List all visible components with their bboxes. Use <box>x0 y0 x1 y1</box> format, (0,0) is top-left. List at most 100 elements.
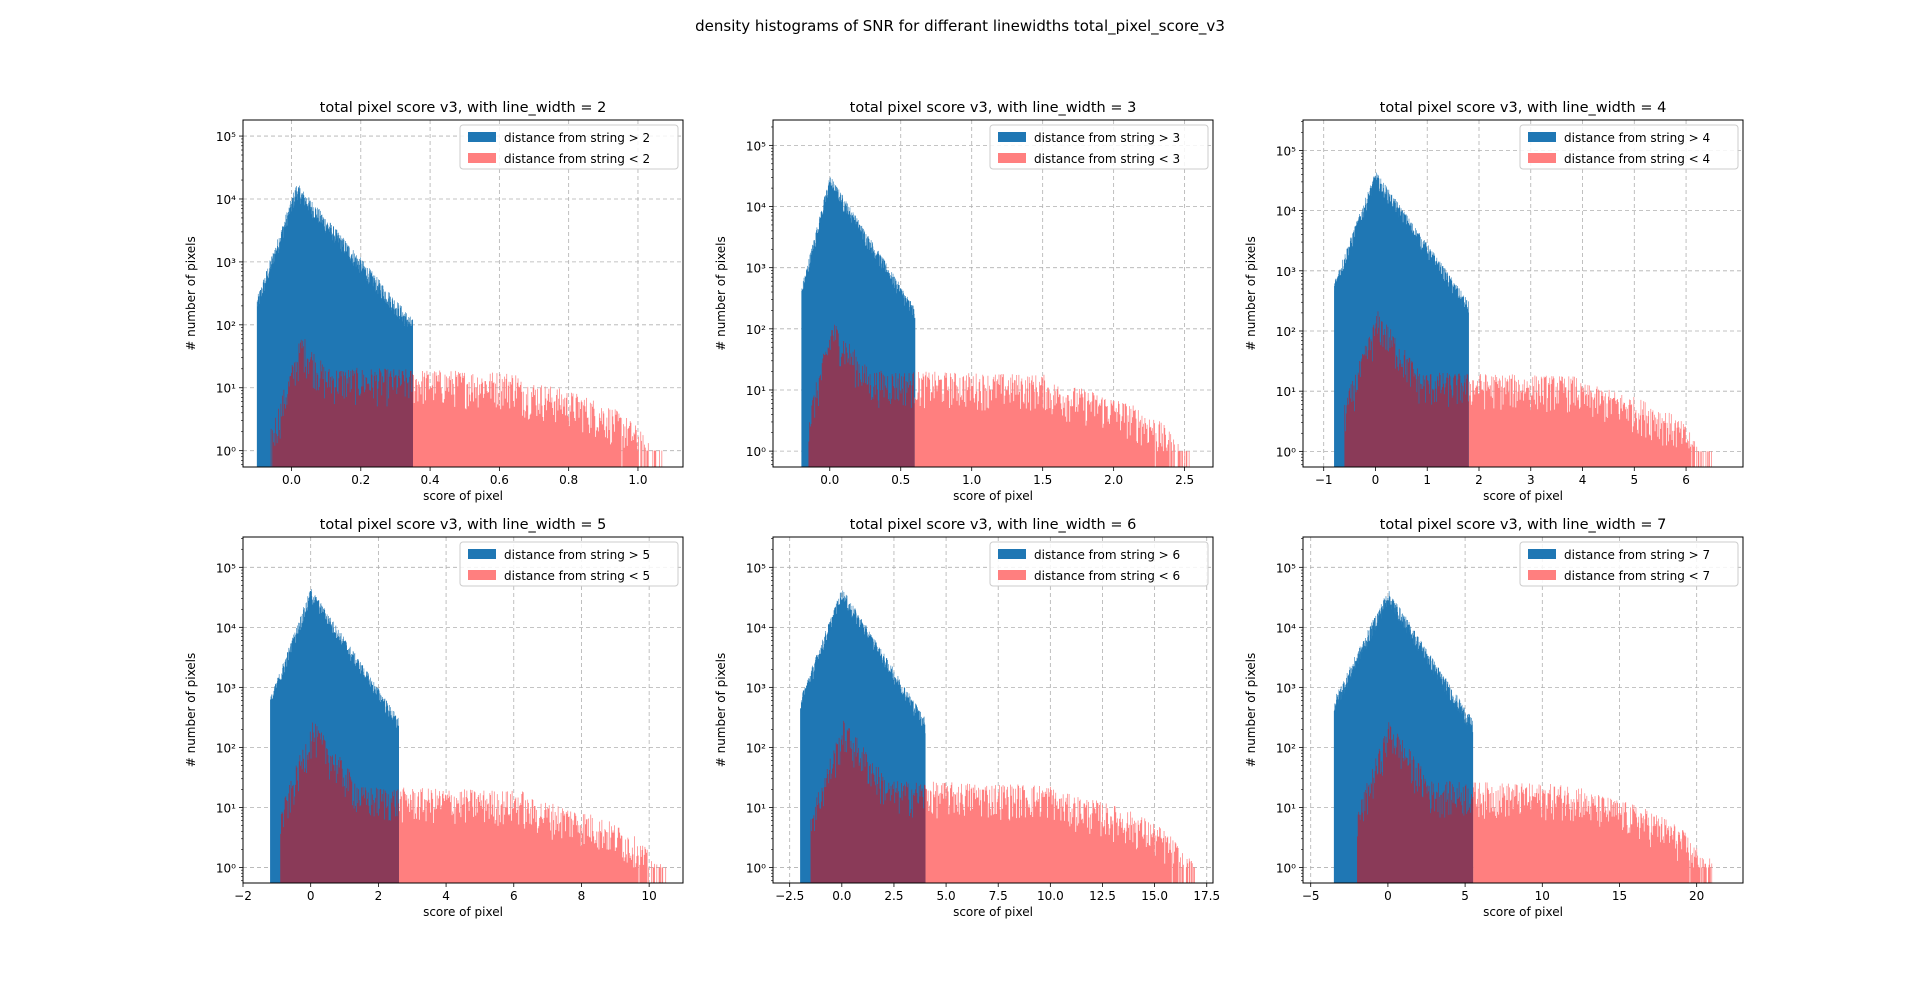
x-tick-label: 1 <box>1423 473 1431 487</box>
bars-series-2 <box>398 787 667 883</box>
y-tick-label: 10³ <box>216 681 236 695</box>
legend-label: distance from string < 4 <box>1564 152 1710 166</box>
x-tick-label: 2.0 <box>1104 473 1123 487</box>
axes-frame <box>772 119 1214 468</box>
bars-overlap <box>810 720 926 883</box>
y-tick-label: 10² <box>1276 741 1296 755</box>
legend-frame <box>459 541 679 587</box>
x-tick-label: 0.6 <box>490 473 509 487</box>
y-tick-label: 10⁰ <box>746 861 766 875</box>
axes-frame <box>1302 536 1744 884</box>
axes-frame <box>1302 119 1744 468</box>
y-tick-label: 10³ <box>746 262 766 276</box>
legend-label: distance from string < 3 <box>1034 152 1180 166</box>
y-tick-label: 10¹ <box>216 382 236 396</box>
legend-swatch <box>468 132 496 142</box>
y-tick-label: 10⁵ <box>216 130 236 144</box>
legend-swatch <box>468 549 496 559</box>
bars <box>270 589 667 883</box>
x-tick-label: 17.5 <box>1193 889 1220 903</box>
legend-swatch <box>998 153 1026 163</box>
x-tick-label: 0 <box>1384 889 1392 903</box>
y-axis-label: # number of pixels <box>714 653 728 768</box>
subplot-4: −2 0 2 4 6 8 10 10⁰ 10¹ 10² 10³ 10⁴ 10⁵ total pixel s… <box>184 517 684 919</box>
y-tick-label: 10³ <box>1276 681 1296 695</box>
y-tick-label: 10⁵ <box>746 561 766 575</box>
y-tick-label: 10⁴ <box>746 621 766 635</box>
legend-swatch <box>468 153 496 163</box>
x-tick-label: 1.5 <box>1033 473 1052 487</box>
y-tick-label: 10⁵ <box>1276 561 1296 575</box>
x-tick-label: 0.0 <box>832 889 851 903</box>
x-tick-label: 20 <box>1689 889 1704 903</box>
bars-series-2 <box>1468 374 1712 467</box>
y-axis-label: # number of pixels <box>184 653 198 768</box>
y-tick-label: 10² <box>1276 325 1296 339</box>
bars-overlap <box>1357 722 1474 883</box>
legend-label: distance from string > 5 <box>504 548 650 562</box>
bars-overlap <box>808 324 915 467</box>
x-tick-label: 0.0 <box>282 473 301 487</box>
x-tick-label: 12.5 <box>1089 889 1116 903</box>
legend-label: distance from string < 2 <box>504 152 650 166</box>
x-tick-label: 15.0 <box>1141 889 1168 903</box>
x-tick-label: 2 <box>1475 473 1483 487</box>
legend-label: distance from string > 4 <box>1564 131 1710 145</box>
y-tick-label: 10² <box>216 319 236 333</box>
legend-label: distance from string < 6 <box>1034 569 1180 583</box>
x-axis-label: score of pixel <box>1483 905 1563 919</box>
y-tick-label: 10⁵ <box>1276 144 1296 158</box>
y-tick-label: 10⁴ <box>1276 205 1296 219</box>
x-tick-label: 5.0 <box>937 889 956 903</box>
x-tick-label: −1 <box>1315 473 1333 487</box>
x-tick-label: 0 <box>1372 473 1380 487</box>
legend: distance from string > 5 distance from st… <box>459 541 679 587</box>
x-tick-label: 7.5 <box>989 889 1008 903</box>
legend: distance from string > 2 distance from st… <box>459 124 679 170</box>
subplot-title: total pixel score v3, with line_width = … <box>320 100 607 116</box>
y-tick-label: 10² <box>746 323 766 337</box>
x-tick-label: 15 <box>1612 889 1627 903</box>
y-tick-label: 10¹ <box>216 801 236 815</box>
y-tick-label: 10⁵ <box>216 561 236 575</box>
x-tick-label: 0 <box>307 889 315 903</box>
y-axis-label: # number of pixels <box>1244 236 1258 351</box>
y-tick-label: 10⁴ <box>1276 621 1296 635</box>
x-tick-label: 6 <box>510 889 518 903</box>
bars <box>1334 172 1712 467</box>
y-tick-label: 10³ <box>216 256 236 270</box>
subplot-1: 0.0 0.2 0.4 0.6 0.8 1.0 10⁰ 10¹ 10² 10³ 10⁴ 10⁵ tota… <box>184 100 684 503</box>
y-tick-label: 10⁴ <box>216 193 236 207</box>
y-tick-label: 10² <box>216 741 236 755</box>
subplot-title: total pixel score v3, with line_width = … <box>1380 517 1667 533</box>
legend-swatch <box>998 570 1026 580</box>
legend-swatch <box>1528 570 1556 580</box>
bars-series-2 <box>925 781 1195 883</box>
x-tick-label: 10 <box>642 889 657 903</box>
x-tick-label: 8 <box>578 889 586 903</box>
legend-swatch <box>1528 132 1556 142</box>
axes-frame <box>772 536 1214 884</box>
x-tick-label: 0.8 <box>559 473 578 487</box>
bars-series-2 <box>914 371 1190 467</box>
subplot-5: −2.5 0.0 2.5 5.0 7.5 10.0 12.5 15.0 17.5 10⁰ 10¹ 10… <box>714 517 1220 919</box>
x-tick-label: 2.5 <box>884 889 903 903</box>
x-axis-label: score of pixel <box>953 905 1033 919</box>
x-tick-label: −2.5 <box>775 889 804 903</box>
axes-frame <box>242 536 684 884</box>
x-tick-label: −2 <box>234 889 252 903</box>
subplot-title: total pixel score v3, with line_width = … <box>1380 100 1667 116</box>
y-tick-label: 10⁰ <box>1276 861 1296 875</box>
x-tick-label: 0.2 <box>351 473 370 487</box>
legend-label: distance from string < 5 <box>504 569 650 583</box>
y-tick-label: 10⁴ <box>216 621 236 635</box>
x-axis-label: score of pixel <box>423 489 503 503</box>
legend-frame <box>1519 124 1739 170</box>
legend-label: distance from string > 6 <box>1034 548 1180 562</box>
y-axis-label: # number of pixels <box>1244 653 1258 768</box>
subplot-title: total pixel score v3, with line_width = … <box>850 517 1137 533</box>
legend-swatch <box>1528 549 1556 559</box>
legend-label: distance from string > 2 <box>504 131 650 145</box>
x-tick-label: 0.5 <box>891 473 910 487</box>
